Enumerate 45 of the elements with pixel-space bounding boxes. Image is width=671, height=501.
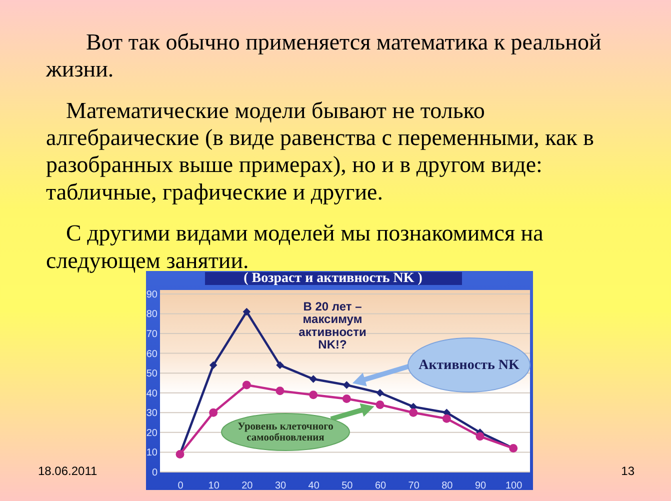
point: [276, 386, 284, 396]
point: [242, 380, 251, 390]
y-tick-label: 10: [146, 448, 158, 459]
point: [342, 394, 351, 404]
x-tick-label: 30: [274, 480, 286, 492]
text: 13: [621, 464, 635, 478]
text: 18.06.2011: [38, 464, 98, 478]
annotation: В 20 лет – максимум активности NK!?: [298, 300, 366, 352]
point: [342, 381, 351, 389]
text: Уровень клеточного самообновления: [238, 422, 334, 444]
y-tick-label: 20: [146, 428, 158, 439]
y-tick-label: 40: [146, 388, 158, 400]
text: Активность NK: [418, 358, 520, 373]
point: [476, 432, 484, 441]
x-tick-label: 40: [308, 480, 320, 492]
point: [442, 414, 451, 423]
y-tick-label: 70: [146, 329, 158, 340]
point: [309, 390, 318, 400]
y-tick-label: 80: [146, 309, 158, 320]
y-tick-label: 50: [146, 368, 158, 380]
y-tick-label: 90: [146, 289, 158, 300]
point: [242, 308, 251, 316]
point: [209, 408, 218, 417]
point: [276, 361, 284, 370]
point: [376, 388, 384, 397]
y-tick-label: 0: [152, 468, 158, 478]
y-tick-label: 30: [146, 408, 158, 420]
text: С другими видами моделей мы познакомимся на следующем занятии.: [46, 220, 544, 273]
y-tick-label: 60: [146, 348, 158, 360]
x-tick-label: 80: [442, 480, 454, 492]
x-tick-label: 100: [505, 480, 523, 492]
x-tick-label: 70: [408, 480, 420, 492]
text: Математические модели бывают не только алгебраические (в виде равенства с переменными, как в разобранных выше примерах), но и в другом виде: табличные, графические и другие.: [46, 98, 594, 204]
point: [209, 361, 218, 370]
chart-title: ( Возраст и активность NK ): [244, 271, 423, 286]
x-tick-label: 10: [208, 480, 220, 492]
x-tick-label: 20: [242, 480, 254, 492]
x-tick-label: 0: [178, 480, 184, 492]
text: Вот так обычно применяется математика к реальной жизни.: [45, 30, 602, 82]
x-tick-label: 50: [342, 480, 354, 492]
point: [409, 408, 418, 417]
point: [376, 400, 384, 409]
x-tick-label: 90: [474, 480, 486, 492]
point: [309, 375, 318, 383]
x-tick-label: 60: [374, 480, 386, 492]
